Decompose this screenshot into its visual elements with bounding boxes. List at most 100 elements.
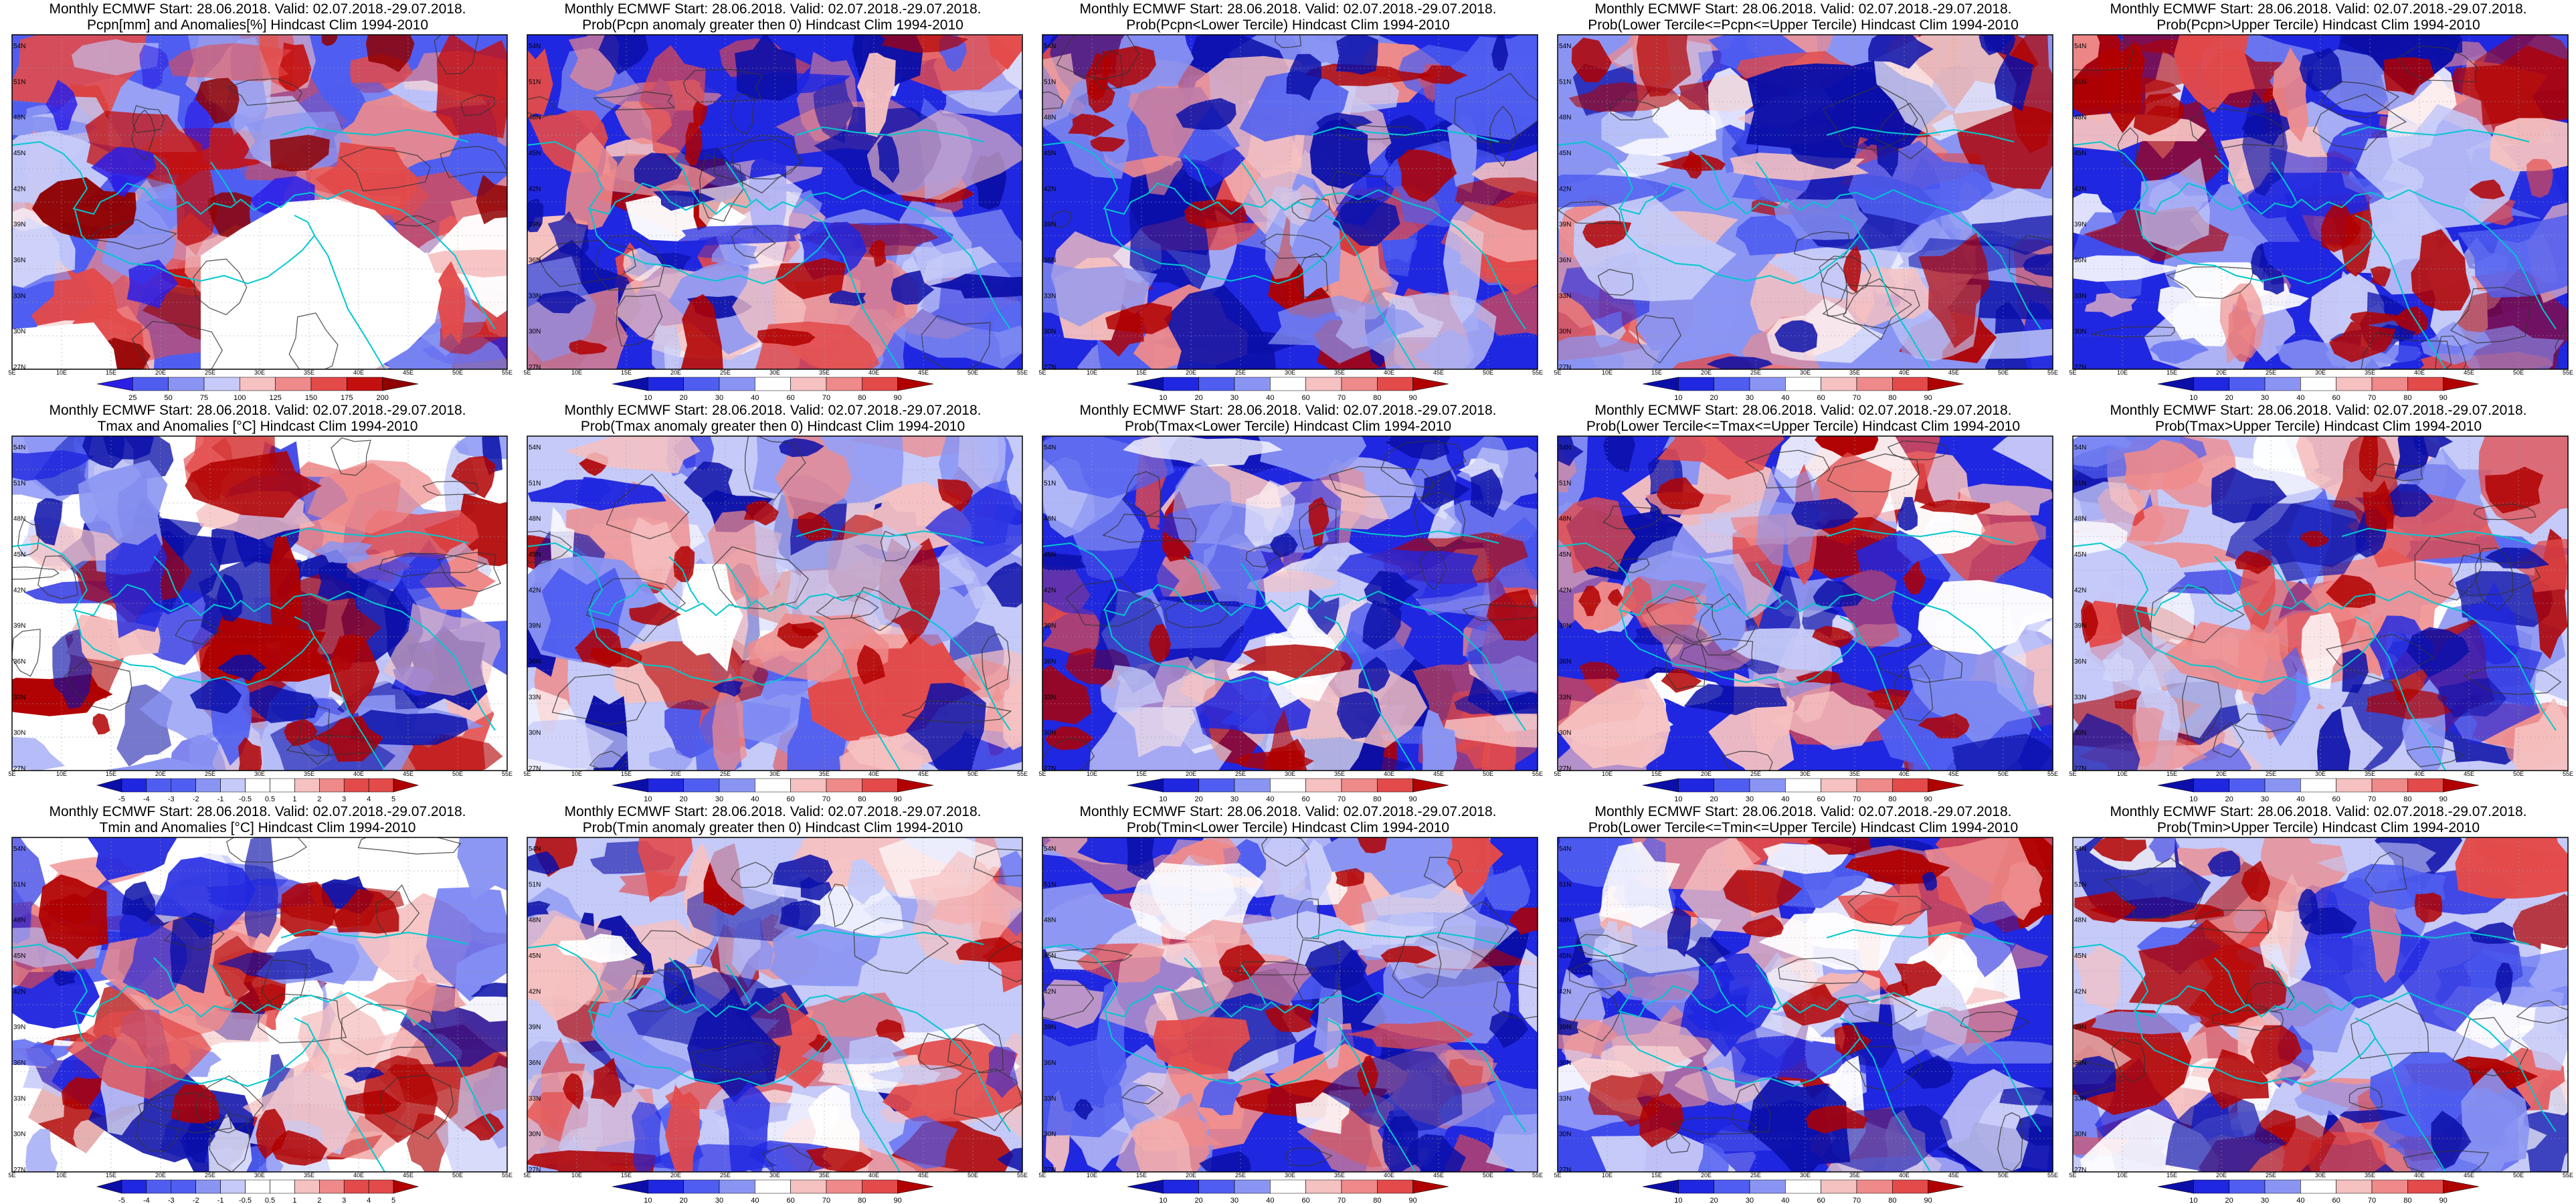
map-field: [12, 837, 507, 1172]
lon-label: 20E: [670, 771, 681, 777]
lon-label: 40E: [2414, 369, 2425, 376]
map-panel-tmax-3: Monthly ECMWF Start: 28.06.2018. Valid: …: [1030, 401, 1546, 803]
lat-label: 27N: [1559, 765, 1571, 773]
lon-label: 5E: [1038, 369, 1046, 376]
colorbar-label: 5: [391, 1197, 395, 1204]
lat-label: 36N: [1044, 1060, 1056, 1067]
colorbar-swatch: [1892, 1179, 1928, 1194]
lat-label: 45N: [529, 952, 541, 960]
panel-title: Monthly ECMWF Start: 28.06.2018. Valid: …: [2061, 403, 2576, 435]
colorbar-label: 80: [858, 394, 866, 402]
colorbar-swatch: [96, 778, 122, 793]
panel-title-line-2: Prob(Tmax>Upper Tercile) Hindcast Clim 1…: [2154, 419, 2482, 434]
map-panel-tmin-4: Monthly ECMWF Start: 28.06.2018. Valid: …: [1546, 803, 2061, 1204]
colorbar-label: 40: [2296, 795, 2304, 803]
colorbar-swatch: [1270, 377, 1306, 391]
lat-label: 48N: [529, 114, 541, 122]
colorbar: 10 20 30 40 60 70 80 90: [1127, 1179, 1449, 1204]
colorbar-swatch: [195, 778, 221, 793]
lat-label: 39N: [529, 221, 541, 229]
colorbar-label: 20: [2225, 795, 2233, 803]
lat-label: 27N: [13, 765, 25, 773]
colorbar-label: 90: [894, 795, 902, 803]
lon-label: 55E: [2563, 369, 2573, 376]
lon-label: 5E: [1038, 1172, 1046, 1179]
panel-title-line-2: Prob(Lower Tercile<=Pcpn<=Upper Tercile)…: [1588, 17, 2019, 33]
colorbar-swatch: [719, 377, 755, 391]
colorbar-swatch: [1928, 778, 1964, 793]
colorbar-label: 70: [2368, 394, 2376, 402]
panel-title: Monthly ECMWF Start: 28.06.2018. Valid: …: [515, 1, 1030, 33]
lon-label: 55E: [1017, 369, 1028, 376]
colorbar-label: 200: [376, 394, 388, 402]
colorbar-swatch: [1678, 778, 1714, 793]
colorbar-swatch: [1856, 377, 1893, 391]
lon-label: 35E: [304, 369, 314, 376]
lat-label: 30N: [1044, 730, 1056, 737]
colorbar-label: 90: [1924, 394, 1932, 402]
panel-title-line-1: Monthly ECMWF Start: 28.06.2018. Valid: …: [2110, 1, 2527, 17]
lat-label: 27N: [2074, 364, 2086, 371]
colorbar-swatch: [648, 377, 684, 391]
colorbar-swatch: [2407, 1179, 2444, 1194]
colorbar-label: 4: [367, 1197, 371, 1204]
lon-label: 50E: [1483, 771, 1493, 777]
lon-label: 20E: [1701, 771, 1712, 777]
lat-label: 30N: [1559, 1131, 1571, 1138]
colorbar-swatch: [1234, 778, 1271, 793]
lon-label: 40E: [353, 1172, 364, 1179]
colorbar-swatch: [1928, 377, 1964, 391]
colorbar-label: 80: [2403, 795, 2411, 803]
lat-label: 36N: [2074, 257, 2086, 264]
colorbar-label: 60: [1817, 394, 1825, 402]
lon-label: 45E: [1433, 1172, 1444, 1179]
colorbar-swatch: [755, 778, 791, 793]
colorbar-label: 70: [1338, 394, 1346, 402]
lon-label: 50E: [1998, 369, 2009, 376]
lat-label: 42N: [13, 988, 25, 995]
lon-label: 20E: [670, 1172, 681, 1179]
lat-label: 36N: [1559, 1060, 1571, 1067]
panel-title-line-2: Prob(Pcpn<Lower Tercile) Hindcast Clim 1…: [1126, 17, 1450, 33]
lon-label: 50E: [2513, 1172, 2524, 1179]
colorbar-swatch: [1892, 377, 1928, 391]
colorbar-label: 10: [2189, 795, 2197, 803]
lat-label: 36N: [529, 257, 541, 264]
panel-title: Monthly ECMWF Start: 28.06.2018. Valid: …: [2061, 1, 2576, 33]
lat-label: 33N: [1559, 1095, 1571, 1102]
colorbar-label: 20: [1195, 394, 1203, 402]
lon-label: 35E: [1334, 369, 1345, 376]
colorbar-swatch: [393, 1179, 420, 1194]
colorbar-label: 10: [644, 394, 652, 402]
lat-label: 48N: [1044, 114, 1056, 122]
lat-label: 54N: [1044, 43, 1056, 50]
colorbar-swatch: [2229, 778, 2266, 793]
colorbar-swatch: [1678, 1179, 1714, 1194]
lon-label: 10E: [571, 771, 582, 777]
map-field: [1042, 436, 1538, 771]
lat-label: 48N: [13, 516, 25, 523]
lat-label: 48N: [529, 516, 541, 523]
colorbar-label: 30: [2261, 394, 2269, 402]
colorbar-swatch: [719, 1179, 755, 1194]
colorbar-swatch: [343, 778, 369, 793]
colorbar-label: 40: [1266, 795, 1274, 803]
colorbar-label: 90: [1409, 1197, 1417, 1204]
lon-label: 30E: [769, 1172, 780, 1179]
lon-label: 50E: [1998, 1172, 2009, 1179]
lat-label: 54N: [1044, 444, 1056, 452]
colorbar-swatch: [1642, 1179, 1679, 1194]
colorbar-label: -0.5: [239, 1197, 252, 1204]
lon-label: 45E: [1433, 771, 1444, 777]
colorbar-swatch: [1163, 1179, 1199, 1194]
colorbar-swatch: [862, 778, 898, 793]
lon-label: 10E: [1087, 771, 1097, 777]
colorbar-swatch: [319, 778, 345, 793]
lat-label: 54N: [529, 444, 541, 452]
lat-label: 27N: [13, 364, 25, 371]
lon-label: 10E: [1087, 1172, 1097, 1179]
panel-title-line-1: Monthly ECMWF Start: 28.06.2018. Valid: …: [1594, 1, 2012, 17]
lon-label: 20E: [670, 369, 681, 376]
lon-label: 10E: [56, 369, 67, 376]
lat-label: 48N: [2074, 917, 2086, 924]
